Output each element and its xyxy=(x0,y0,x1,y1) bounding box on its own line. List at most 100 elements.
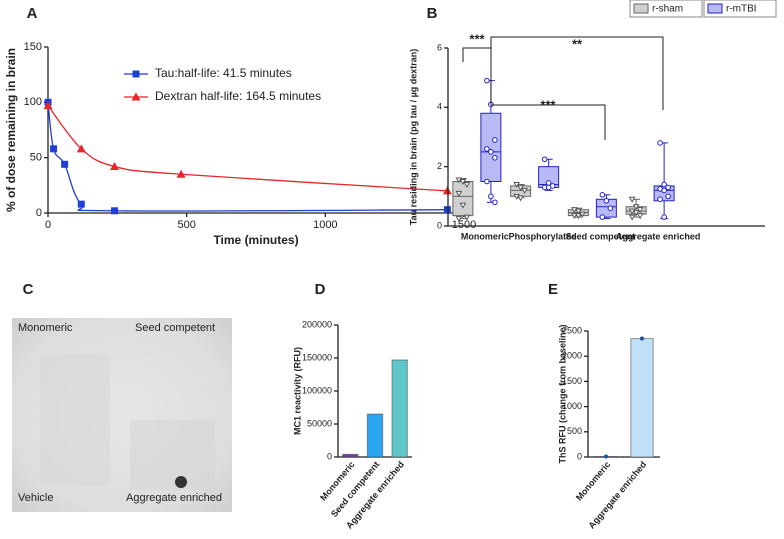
x-tick-label: 500 xyxy=(177,219,195,231)
blot-band xyxy=(40,355,110,485)
point xyxy=(575,208,582,215)
y-axis-label: ThS RFU (change from baseline) xyxy=(557,324,567,463)
y-tick-label: 2500 xyxy=(562,325,582,335)
box xyxy=(452,181,474,217)
point xyxy=(661,187,667,194)
y-tick-label: 500 xyxy=(567,426,582,436)
point xyxy=(455,190,463,197)
point xyxy=(463,181,471,188)
blot-label: Monomeric xyxy=(18,322,73,334)
point xyxy=(517,184,524,191)
series-line xyxy=(47,105,448,192)
significance: *** xyxy=(469,31,485,46)
x-tick-label: 0 xyxy=(45,219,51,231)
point xyxy=(632,210,640,217)
marker xyxy=(176,169,186,178)
point xyxy=(607,205,614,211)
y-tick-label: 1000 xyxy=(562,401,582,411)
point xyxy=(513,181,520,188)
legend-marker xyxy=(132,70,140,78)
point xyxy=(665,193,671,200)
point xyxy=(661,181,667,188)
point xyxy=(484,178,490,185)
bracket xyxy=(490,36,664,110)
legend-label: Tau:half-life: 41.5 minutes xyxy=(155,66,292,80)
blot-label: Vehicle xyxy=(18,492,53,504)
y-tick-label: 100000 xyxy=(302,385,332,395)
legend-label: r-sham xyxy=(652,4,683,15)
legend-swatch xyxy=(707,3,723,14)
point xyxy=(459,179,467,186)
y-tick-label: 4 xyxy=(437,102,442,112)
point xyxy=(636,207,644,214)
x-tick-label: Monomeric xyxy=(574,459,613,502)
box xyxy=(480,112,502,182)
point xyxy=(459,202,467,209)
y-tick-label: 0 xyxy=(577,451,582,461)
point xyxy=(628,196,636,203)
legend-marker xyxy=(131,92,141,101)
marker xyxy=(110,162,120,171)
marker xyxy=(43,101,53,110)
series-line xyxy=(47,102,448,212)
blot-band xyxy=(130,420,215,490)
point xyxy=(521,187,528,194)
y-axis-label: % of dose remaining in brain xyxy=(4,48,18,212)
panel-label: E xyxy=(548,281,558,298)
blot-label: Seed competent xyxy=(135,322,215,334)
x-tick-label: 1000 xyxy=(313,219,337,231)
point xyxy=(599,214,606,220)
y-tick-label: 0 xyxy=(327,451,332,461)
marker xyxy=(77,200,85,208)
point xyxy=(492,154,498,161)
point xyxy=(661,214,667,220)
x-tick-label: Phosphorylated xyxy=(509,231,577,241)
point xyxy=(517,195,524,202)
point xyxy=(484,146,490,152)
point xyxy=(575,213,582,220)
point xyxy=(571,213,578,220)
marker xyxy=(61,160,69,168)
y-tick-label: 6 xyxy=(437,42,442,52)
point xyxy=(640,336,644,341)
y-tick-label: 150 xyxy=(24,41,42,53)
point xyxy=(599,192,606,198)
point xyxy=(488,193,494,200)
marker xyxy=(111,207,119,215)
legend-swatch xyxy=(633,3,649,14)
point xyxy=(492,199,498,206)
y-tick-label: 1500 xyxy=(562,376,582,386)
y-tick-label: 2 xyxy=(437,161,442,171)
y-tick-label: 50000 xyxy=(307,418,332,428)
bar xyxy=(342,453,359,458)
blot-label: Aggregate enriched xyxy=(126,492,222,504)
y-tick-label: 50 xyxy=(30,152,42,164)
point xyxy=(541,156,548,163)
panel-label: D xyxy=(315,281,326,298)
x-tick-label: 1500 xyxy=(452,219,476,231)
x-tick-label: Monomeric xyxy=(461,231,509,241)
y-tick-label: 0 xyxy=(36,207,42,219)
point xyxy=(665,184,671,191)
point xyxy=(463,214,471,221)
bar xyxy=(630,338,654,458)
bracket xyxy=(462,47,492,62)
panel-label: A xyxy=(27,5,38,22)
legend-label: Dextran half-life: 164.5 minutes xyxy=(155,89,321,103)
point xyxy=(484,77,490,84)
point xyxy=(636,213,644,220)
panel-label: B xyxy=(427,5,438,22)
x-tick-label: Seed competent xyxy=(566,231,636,241)
point xyxy=(603,197,610,204)
bar xyxy=(391,359,408,458)
y-tick-label: 200000 xyxy=(302,319,332,329)
point xyxy=(545,184,552,191)
point xyxy=(455,216,463,223)
point xyxy=(657,196,663,203)
y-tick-label: 0 xyxy=(437,220,442,230)
point xyxy=(604,454,608,459)
point xyxy=(657,140,663,146)
significance: ** xyxy=(572,36,583,51)
y-tick-label: 100 xyxy=(24,96,42,108)
